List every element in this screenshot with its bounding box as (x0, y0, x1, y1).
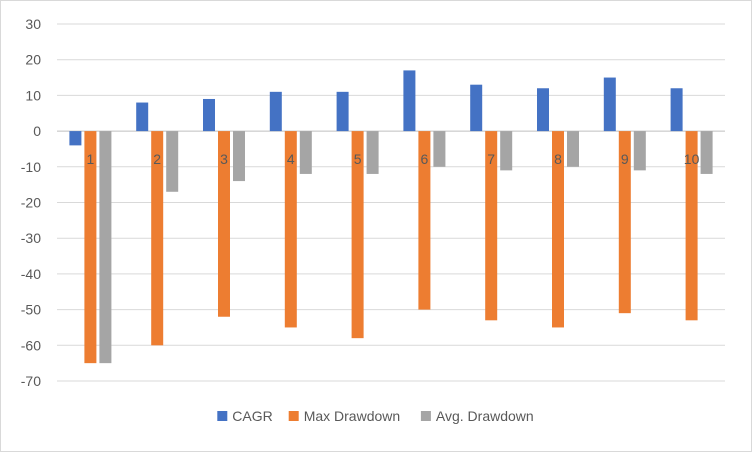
x-tick-label: 10 (684, 151, 700, 167)
bar-max-drawdown-5 (351, 131, 364, 339)
bar-max-drawdown-8 (552, 131, 564, 328)
bar-avg-drawdown-9 (633, 131, 646, 171)
y-tick-label: 30 (25, 16, 41, 32)
y-tick-label: -50 (21, 302, 41, 318)
legend: CAGR Max Drawdown Avg. Drawdown (217, 408, 534, 424)
x-tick-label: 1 (87, 151, 95, 167)
bar-avg-drawdown-3 (233, 131, 245, 182)
y-tick-label: 0 (33, 123, 41, 139)
bar-cagr-4 (269, 91, 282, 132)
x-tick-label: 7 (487, 151, 495, 167)
bar-cagr-2 (136, 102, 149, 132)
x-tick-label: 2 (153, 151, 161, 167)
bar-max-drawdown-7 (485, 131, 498, 321)
bar-max-drawdown-4 (284, 131, 297, 328)
x-tick-label: 8 (554, 151, 562, 167)
y-tick-label: 10 (25, 87, 41, 103)
legend-swatch-max-drawdown (288, 411, 299, 421)
bar-cagr-8 (537, 88, 549, 132)
x-tick-label: 9 (621, 151, 629, 167)
y-tick-label: -70 (21, 373, 41, 389)
bar-avg-drawdown-5 (366, 131, 379, 174)
y-tick-label: -60 (21, 337, 41, 353)
bar-cagr-6 (403, 70, 416, 132)
legend-label-cagr: CAGR (232, 408, 272, 424)
y-tick-label: 20 (25, 52, 41, 68)
bar-max-drawdown-1 (84, 131, 97, 364)
bar-max-drawdown-2 (151, 131, 164, 346)
y-tick-label: -40 (21, 266, 41, 282)
bar-cagr-7 (470, 84, 483, 132)
legend-label-max-drawdown: Max Drawdown (304, 408, 400, 424)
bar-max-drawdown-9 (618, 131, 631, 314)
bar-avg-drawdown-2 (166, 131, 179, 192)
x-tick-label: 3 (220, 151, 228, 167)
x-tick-label: 4 (287, 151, 295, 167)
bar-cagr-5 (336, 91, 349, 132)
bar-avg-drawdown-1 (99, 131, 112, 364)
legend-swatch-cagr (217, 411, 228, 421)
x-tick-label: 5 (354, 151, 362, 167)
bar-cagr-1 (69, 131, 82, 146)
y-tick-label: -10 (21, 159, 41, 175)
bar-cagr-9 (603, 77, 616, 132)
y-axis-tick-labels: -70 -60 -50 -40 -30 -20 -10 0 10 20 30 (21, 16, 41, 389)
x-axis-tick-labels: 1 2 3 4 5 6 7 8 9 10 (87, 151, 700, 167)
bar-max-drawdown-10 (685, 131, 698, 321)
bar-avg-drawdown-7 (500, 131, 513, 171)
bar-max-drawdown-6 (418, 131, 431, 310)
bar-cagr-3 (203, 98, 215, 132)
bar-max-drawdown-3 (218, 131, 230, 317)
bars (69, 70, 713, 364)
y-tick-label: -20 (21, 195, 41, 211)
bar-cagr-10 (670, 88, 683, 132)
bar-avg-drawdown-10 (700, 131, 713, 174)
y-tick-label: -30 (21, 230, 41, 246)
bar-avg-drawdown-4 (299, 131, 312, 174)
legend-label-avg-drawdown: Avg. Drawdown (436, 408, 534, 424)
x-tick-label: 6 (421, 151, 429, 167)
legend-swatch-avg-drawdown (420, 411, 431, 421)
bar-avg-drawdown-6 (433, 131, 446, 167)
bar-avg-drawdown-8 (567, 131, 579, 167)
